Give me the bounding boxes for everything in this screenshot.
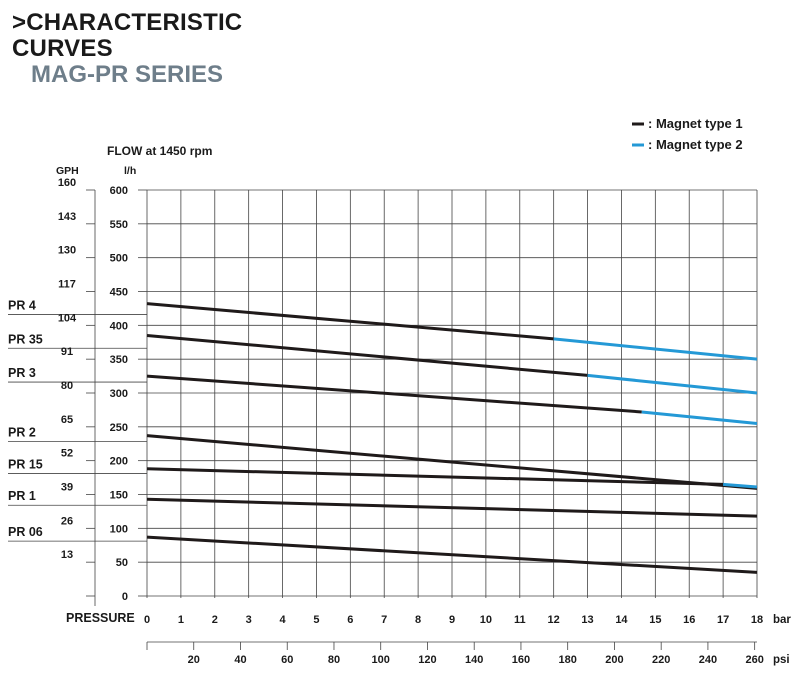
page-heading: >CHARACTERISTIC CURVES MAG-PR SERIES bbox=[12, 10, 242, 88]
curve-segment-magnet-type-2 bbox=[553, 337, 758, 361]
y-tick-label-gph: 39 bbox=[61, 482, 73, 494]
x-tick-label-bar: 14 bbox=[615, 614, 628, 626]
psi-tick-label: 100 bbox=[372, 654, 390, 666]
y-tick-label-gph: 160 bbox=[58, 177, 76, 189]
x-unit-psi: psi bbox=[773, 654, 790, 666]
y-tick-label-lh: 50 bbox=[116, 557, 128, 569]
y-tick-label-lh: 350 bbox=[110, 354, 128, 366]
x-tick-label-bar: 15 bbox=[649, 614, 661, 626]
series-label: PR 2 bbox=[8, 426, 36, 440]
x-tick-label-bar: 0 bbox=[144, 614, 150, 626]
y-tick-label-lh: 0 bbox=[122, 591, 128, 603]
curve-segment-magnet-type-1 bbox=[146, 535, 758, 574]
psi-tick-label: 40 bbox=[234, 654, 246, 666]
y-tick-label-gph: 13 bbox=[61, 549, 73, 561]
psi-tick-label: 220 bbox=[652, 654, 670, 666]
y-tick-label-gph: 26 bbox=[61, 515, 73, 527]
series-label: PR 15 bbox=[8, 457, 43, 471]
x-tick-label-bar: 6 bbox=[347, 614, 353, 626]
chart-title: FLOW at 1450 rpm bbox=[107, 144, 212, 158]
y-tick-label-gph: 52 bbox=[61, 448, 73, 460]
psi-tick-label: 160 bbox=[512, 654, 530, 666]
y-tick-label-gph: 91 bbox=[61, 346, 73, 358]
y-tick-label-lh: 550 bbox=[110, 219, 128, 231]
y-tick-label-lh: 300 bbox=[110, 388, 128, 400]
x-tick-label-bar: 7 bbox=[381, 614, 387, 626]
x-tick-label-bar: 18 bbox=[751, 614, 763, 626]
y-unit-lh: l/h bbox=[124, 165, 136, 177]
curve-segment-magnet-type-1 bbox=[146, 302, 554, 341]
y-unit-gph: GPH bbox=[56, 165, 79, 177]
psi-tick-label: 200 bbox=[605, 654, 623, 666]
y-tick-label-gph: 130 bbox=[58, 245, 76, 257]
curve-segment-magnet-type-2 bbox=[722, 482, 758, 489]
x-tick-label-bar: 10 bbox=[480, 614, 492, 626]
curve-segment-magnet-type-1 bbox=[146, 434, 758, 490]
psi-tick-label: 80 bbox=[328, 654, 340, 666]
x-tick-label-bar: 8 bbox=[415, 614, 421, 626]
grid-layer bbox=[8, 189, 758, 650]
series-label: PR 4 bbox=[8, 298, 36, 312]
y-tick-label-gph: 117 bbox=[58, 279, 76, 291]
y-tick-label-lh: 150 bbox=[110, 490, 128, 502]
x-tick-label-bar: 1 bbox=[178, 614, 184, 626]
x-unit-bar: bar bbox=[773, 614, 791, 626]
heading-line-2: CURVES bbox=[12, 35, 113, 62]
y-tick-label-lh: 250 bbox=[110, 422, 128, 434]
y-tick-label-lh: 100 bbox=[110, 523, 128, 535]
series-label: PR 1 bbox=[8, 489, 36, 503]
x-tick-label-bar: 3 bbox=[246, 614, 252, 626]
y-tick-label-lh: 600 bbox=[110, 185, 128, 197]
series-label: PR 35 bbox=[8, 332, 43, 346]
heading-line-1: >CHARACTERISTIC bbox=[12, 9, 243, 36]
curve-segment-magnet-type-1 bbox=[146, 333, 588, 377]
y-tick-label-gph: 80 bbox=[61, 380, 73, 392]
x-tick-label-bar: 11 bbox=[514, 614, 526, 626]
y-tick-label-lh: 200 bbox=[110, 456, 128, 468]
curve-layer bbox=[146, 302, 758, 574]
series-label: PR 06 bbox=[8, 525, 43, 539]
y-tick-label-lh: 450 bbox=[110, 287, 128, 299]
y-tick-label-lh: 500 bbox=[110, 253, 128, 265]
psi-tick-label: 20 bbox=[188, 654, 200, 666]
heading-series-name: MAG-PR SERIES bbox=[31, 61, 224, 88]
legend-label: : Magnet type 1 bbox=[648, 116, 743, 131]
psi-tick-label: 260 bbox=[745, 654, 763, 666]
x-tick-label-bar: 5 bbox=[313, 614, 319, 626]
curve-segment-magnet-type-1 bbox=[146, 467, 724, 486]
psi-tick-label: 140 bbox=[465, 654, 483, 666]
y-tick-label-gph: 65 bbox=[61, 414, 73, 426]
psi-tick-label: 120 bbox=[418, 654, 436, 666]
x-tick-label-bar: 9 bbox=[449, 614, 455, 626]
x-tick-label-bar: 13 bbox=[581, 614, 593, 626]
curve-segment-magnet-type-2 bbox=[587, 373, 758, 395]
series-label: PR 3 bbox=[8, 366, 36, 380]
x-tick-label-bar: 16 bbox=[683, 614, 695, 626]
x-tick-label-bar: 4 bbox=[279, 614, 286, 626]
x-axis-label: PRESSURE bbox=[66, 611, 135, 625]
psi-tick-label: 180 bbox=[559, 654, 577, 666]
y-tick-label-gph: 143 bbox=[58, 211, 76, 223]
x-tick-label-bar: 2 bbox=[212, 614, 218, 626]
legend-label: : Magnet type 2 bbox=[648, 137, 743, 152]
x-tick-label-bar: 12 bbox=[548, 614, 560, 626]
y-tick-label-lh: 400 bbox=[110, 320, 128, 332]
psi-tick-label: 240 bbox=[699, 654, 717, 666]
x-tick-label-bar: 17 bbox=[717, 614, 729, 626]
y-tick-label-gph: 104 bbox=[58, 312, 77, 324]
curve-segment-magnet-type-2 bbox=[641, 410, 758, 425]
curve-segment-magnet-type-1 bbox=[146, 374, 642, 414]
psi-tick-label: 60 bbox=[281, 654, 293, 666]
curve-segment-magnet-type-1 bbox=[146, 497, 758, 518]
